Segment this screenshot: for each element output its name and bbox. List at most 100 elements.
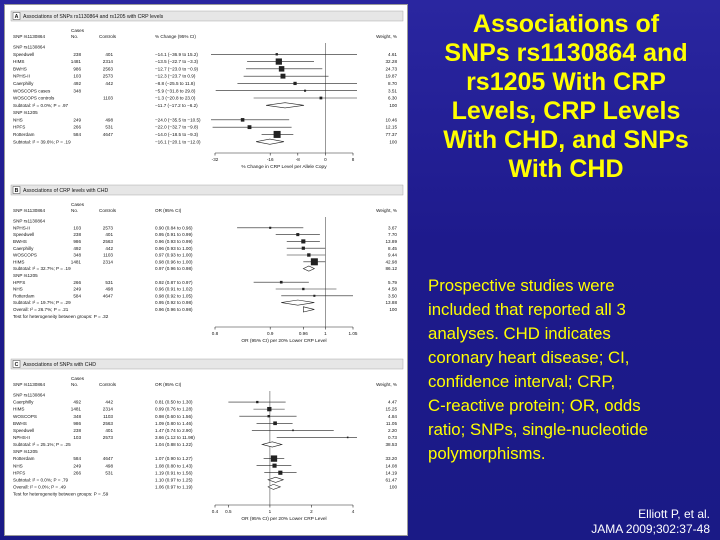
panel-c-row-nphs-ii-weight: 0.73: [388, 435, 397, 440]
panel-c-row-hims-marker: [267, 406, 272, 412]
panel-a-row-woscops-controls-weight: 6.30: [388, 96, 397, 101]
panel-b-row-nphs-ii-marker: [269, 226, 272, 229]
panel-a-row-speedwell-label: Speedwell: [13, 52, 34, 57]
panel-c-row-hpfs-cases: 266: [73, 470, 81, 475]
panel-b-row-nhs-weight: 4.58: [388, 287, 397, 292]
panel-c-row-nphs-ii-cases: 103: [73, 435, 81, 440]
panel-a-row-speedwell-controls: 401: [105, 52, 113, 57]
panel-c-row-subtotal-i-0-0-p-79-weight: 61.47: [386, 477, 398, 482]
panel-c-row-caerphilly-controls: 442: [105, 400, 113, 405]
panel-b-row-overall-i-26-7-p-21-weight: 100: [389, 307, 397, 312]
panel-a-row-bwhs-weight: 24.73: [386, 66, 398, 71]
panel-a-title: Associations of SNPs rs1130864 and rs120…: [23, 14, 164, 20]
panel-c-row-speedwell-weight: 2.20: [388, 428, 397, 433]
panel-b-row-woscops-cases: 348: [73, 253, 81, 258]
panel-a-row-hims-marker: [275, 58, 282, 65]
panel-c-row-speedwell-marker: [292, 429, 294, 432]
panel-a-row-nhs-ci: −24.0 (−35.5 to −10.5): [155, 117, 201, 122]
panel-a-row-bwhs-cases: 986: [73, 66, 81, 71]
panel-b-row-bwhs-label: BWHS: [13, 239, 27, 244]
panel-a-col-header-weight: Weight, %: [376, 34, 397, 39]
panel-a-row-hpfs-marker: [247, 125, 252, 130]
panel-c-row-caerphilly-cases: 492: [73, 400, 81, 405]
panel-b-header-bar: [10, 184, 404, 196]
panel-a-row-caerphilly-weight: 8.70: [388, 81, 397, 86]
panel-b-row-rotterdam-marker: [313, 294, 316, 297]
panel-a-row-hims-cases: 1481: [71, 59, 82, 64]
panel-b-x-tick-label: 0.8: [212, 331, 219, 336]
panel-b-col-header-controls: Controls: [99, 208, 117, 213]
panel-b-row-caerphilly-label: Caerphilly: [13, 246, 34, 251]
panel-c-col-header-ci: OR (95% CI): [155, 382, 182, 387]
panel-b-row-hims-controls: 2314: [103, 259, 114, 264]
panel-c-row-rotterdam-marker: [270, 455, 278, 462]
panel-a-row-speedwell-marker: [275, 53, 278, 56]
panel-b-row-caerphilly-ci: 0.96 (0.93 to 1.00): [155, 246, 193, 251]
panel-c-row-speedwell-cases: 238: [73, 428, 81, 433]
panel-b-row-bwhs-cases: 986: [73, 239, 81, 244]
title-line: rs1205 With CRP: [466, 68, 666, 96]
panel-b-row-rotterdam-weight: 3.50: [388, 293, 397, 298]
panel-c-row-bwhs-cases: 986: [73, 421, 81, 426]
panel-b-col-header-no: No.: [71, 208, 78, 213]
panel-b-row-caerphilly-marker: [301, 246, 305, 250]
panel-b-row-hims-cases: 1481: [71, 259, 82, 264]
panel-b-row-bwhs-ci: 0.96 (0.93 to 0.99): [155, 239, 193, 244]
panel-b-row-test-for-heterogeneity-between-groups-p-32-label: Test for heterogeneity between groups: P…: [13, 314, 109, 319]
panel-b-row-rotterdam-ci: 0.98 (0.92 to 1.05): [155, 293, 193, 298]
panel-a-header-bar: [10, 10, 404, 22]
panel-b-col-header-cases: Cases: [71, 202, 85, 207]
panel-b-row-hpfs-marker: [279, 280, 283, 284]
panel-a-row-subtotal-i-39-6-p-19-weight: 100: [389, 139, 397, 144]
panel-c-row-overall-i-0-0-p-49-label: Overall: I² = 0.0%; P = .49: [13, 484, 66, 489]
panel-c-col-header-no: No.: [71, 382, 78, 387]
panel-b-row-speedwell-cases: 238: [73, 232, 81, 237]
panel-b-row-nphs-ii-controls: 2573: [103, 225, 114, 230]
panel-c-row-hpfs-weight: 14.19: [386, 470, 398, 475]
panel-c-row-caerphilly-marker: [256, 400, 259, 404]
panel-c-row-bwhs-marker: [273, 421, 277, 426]
title-line: With CHD: [508, 155, 624, 183]
panel-c-row-nphs-ii-ci: 3.66 (1.12 to 11.98): [155, 435, 195, 440]
note-line: analyses. CHD indicates: [428, 324, 611, 343]
panel-b-row-subtotal-i-19-7-p-29-label: Subtotal: I² = 19.7%; P = .29: [13, 300, 71, 305]
panel-b-row-hims-marker: [310, 258, 318, 266]
panel-c-row-rotterdam-cases: 584: [73, 456, 81, 461]
panel-b-row-bwhs-controls: 2563: [103, 239, 114, 244]
note-line: confidence interval; CRP,: [428, 372, 616, 391]
panel-c-row-nhs-weight: 14.08: [386, 463, 398, 468]
panel-b-row-nphs-ii-weight: 3.67: [388, 225, 397, 230]
panel-a-row-woscops-controls-ci: −1.3 (−20.8 to 23.0): [155, 96, 196, 101]
panel-a-row-woscops-cases-cases: 348: [73, 88, 81, 93]
slide-title: Associations of SNPs rs1130864 and rs120…: [420, 10, 712, 184]
panel-b-row-subtotal-i-32-7-p-19-diamond: [302, 265, 316, 272]
panel-b-row-nphs-ii-cases: 103: [73, 225, 81, 230]
panel-a-row-bwhs-marker: [278, 66, 285, 72]
panel-a-row-hpfs-weight: 12.15: [386, 125, 398, 130]
panel-c-row-subtotal-i-25-1-p-25-ci: 1.04 (0.88 to 1.22): [155, 442, 193, 447]
panel-b-row-hims-label: HIMS: [13, 259, 24, 264]
panel-a-row-caerphilly-ci: −8.8 (−25.5 to 11.8): [155, 81, 195, 86]
panel-c-row-nhs-label: NHS: [13, 463, 23, 468]
panel-c-row-subtotal-i-25-1-p-25-weight: 38.53: [386, 442, 398, 447]
panel-a-col-header-cases: Cases: [71, 28, 85, 33]
panel-a-row-woscops-controls-controls: 1103: [103, 96, 113, 101]
panel-b-row-woscops-label: WOSCOPS: [13, 253, 37, 258]
panel-c-col-header-cases: Cases: [71, 376, 85, 381]
panel-b-letter: B: [15, 188, 19, 194]
panel-c-letter: C: [15, 362, 19, 368]
panel-c-row-woscops-weight: 4.84: [388, 414, 397, 419]
panel-b-x-tick-label: 1: [324, 331, 327, 336]
panel-c-row-hpfs-marker: [278, 470, 283, 475]
panel-b-row-subtotal-i-19-7-p-29-ci: 0.95 (0.92 to 0.98): [155, 300, 193, 305]
panel-b-row-speedwell-controls: 401: [105, 232, 113, 237]
panel-c-row-subtotal-i-0-0-p-79-label: Subtotal: I² = 0.0%; P = .79: [13, 477, 69, 482]
panel-b-row-speedwell-ci: 0.95 (0.91 to 0.99): [155, 232, 193, 237]
panel-b-row-woscops-weight: 9.44: [388, 253, 397, 258]
panel-b-title: Associations of CRP levels with CHD: [23, 188, 108, 194]
note-line: C-reactive protein; OR, odds: [428, 396, 641, 415]
panel-c-row-woscops-marker: [267, 414, 270, 418]
panel-b-col-header-weight: Weight, %: [376, 208, 397, 213]
panel-a-row-woscops-cases-ci: −5.9 (−31.8 to 29.8): [155, 88, 196, 93]
panel-a-col-header-no: No.: [71, 34, 78, 39]
